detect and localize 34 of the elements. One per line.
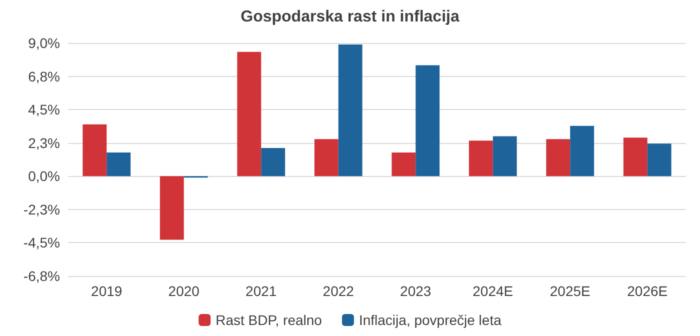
legend-label: Inflacija, povprečje leta xyxy=(358,312,502,328)
x-tick-label: 2020 xyxy=(168,283,200,299)
x-tick-label: 2022 xyxy=(322,283,354,299)
bar xyxy=(647,144,672,176)
bar xyxy=(570,126,594,176)
bar xyxy=(416,65,440,176)
y-tick-label: 0,0% xyxy=(28,168,60,184)
x-tick-label: 2021 xyxy=(246,283,277,299)
y-tick-label: 2,3% xyxy=(28,134,60,151)
legend-label: Rast BDP, realno xyxy=(216,312,322,328)
bar xyxy=(623,138,648,176)
y-tick-label: -2,3% xyxy=(23,201,60,218)
bar xyxy=(314,139,338,176)
x-tick-label: 2025E xyxy=(550,283,590,299)
bar xyxy=(82,124,107,176)
x-tick-label: 2024E xyxy=(472,283,514,299)
bar xyxy=(106,152,131,176)
bar xyxy=(492,136,517,176)
bar xyxy=(261,148,286,176)
chart-title: Gospodarska rast in inflacija xyxy=(240,8,460,26)
bar xyxy=(468,140,493,176)
x-tick-label: 2026E xyxy=(627,283,668,299)
bar xyxy=(237,52,262,176)
y-tick-label: 9,0% xyxy=(28,35,60,51)
y-tick-label: -6,8% xyxy=(23,268,60,284)
bar xyxy=(392,152,416,176)
bar xyxy=(338,44,362,176)
y-tick-label: 6,8% xyxy=(28,68,60,84)
x-tick-label: 2023 xyxy=(400,283,432,299)
y-tick-label: 4,5% xyxy=(28,102,60,118)
y-tick-label: -4,5% xyxy=(23,234,60,251)
bar xyxy=(160,176,184,240)
x-tick-label: 2019 xyxy=(91,283,122,299)
bar xyxy=(546,139,570,176)
